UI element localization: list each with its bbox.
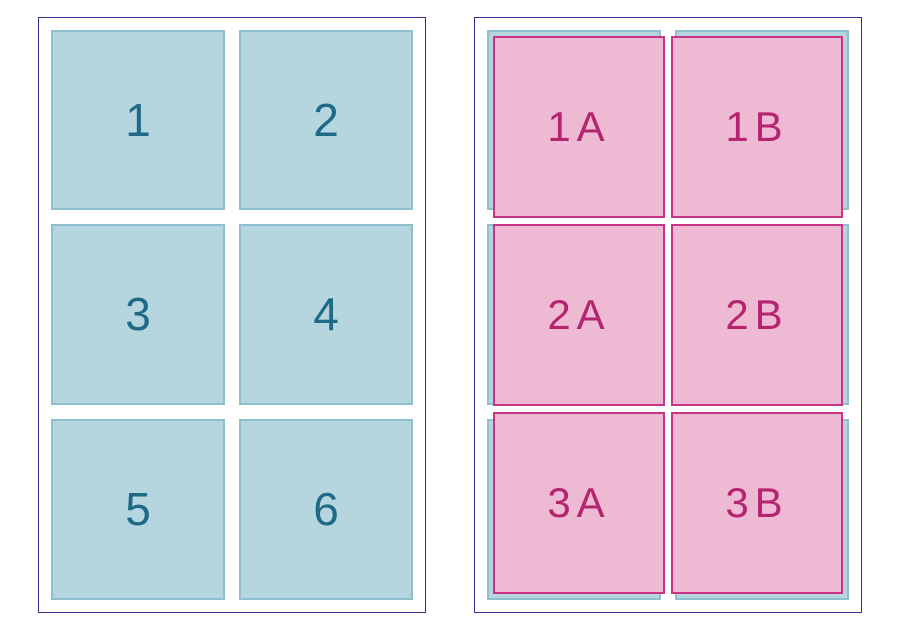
right-cell-label: 2B: [725, 291, 788, 339]
right-cell-3b: 3B: [671, 412, 843, 594]
right-panel: 1A 1B 2A 2B 3A 3B: [474, 17, 862, 613]
left-cell-6: 6: [239, 419, 413, 600]
left-cell-label: 5: [125, 482, 151, 536]
left-cell-3: 3: [51, 224, 225, 405]
left-cell-label: 2: [313, 93, 339, 147]
left-cell-label: 1: [125, 93, 151, 147]
left-cell-1: 1: [51, 30, 225, 211]
left-cell-2: 2: [239, 30, 413, 211]
right-cell-1a: 1A: [493, 36, 665, 218]
diagram-stage: 1 2 3 4 5 6 1A 1B 2A 2B 3A 3B: [0, 0, 900, 629]
right-over-grid: 1A 1B 2A 2B 3A 3B: [493, 36, 843, 594]
right-cell-label: 1B: [725, 103, 788, 151]
left-cell-label: 6: [313, 482, 339, 536]
right-cell-label: 1A: [547, 103, 610, 151]
right-cell-label: 3A: [547, 479, 610, 527]
left-grid: 1 2 3 4 5 6: [51, 30, 413, 600]
right-cell-1b: 1B: [671, 36, 843, 218]
right-cell-2b: 2B: [671, 224, 843, 406]
right-cell-label: 2A: [547, 291, 610, 339]
left-cell-label: 4: [313, 287, 339, 341]
right-cell-2a: 2A: [493, 224, 665, 406]
left-cell-label: 3: [125, 287, 151, 341]
left-cell-4: 4: [239, 224, 413, 405]
left-panel: 1 2 3 4 5 6: [38, 17, 426, 613]
right-cell-3a: 3A: [493, 412, 665, 594]
left-cell-5: 5: [51, 419, 225, 600]
right-cell-label: 3B: [725, 479, 788, 527]
